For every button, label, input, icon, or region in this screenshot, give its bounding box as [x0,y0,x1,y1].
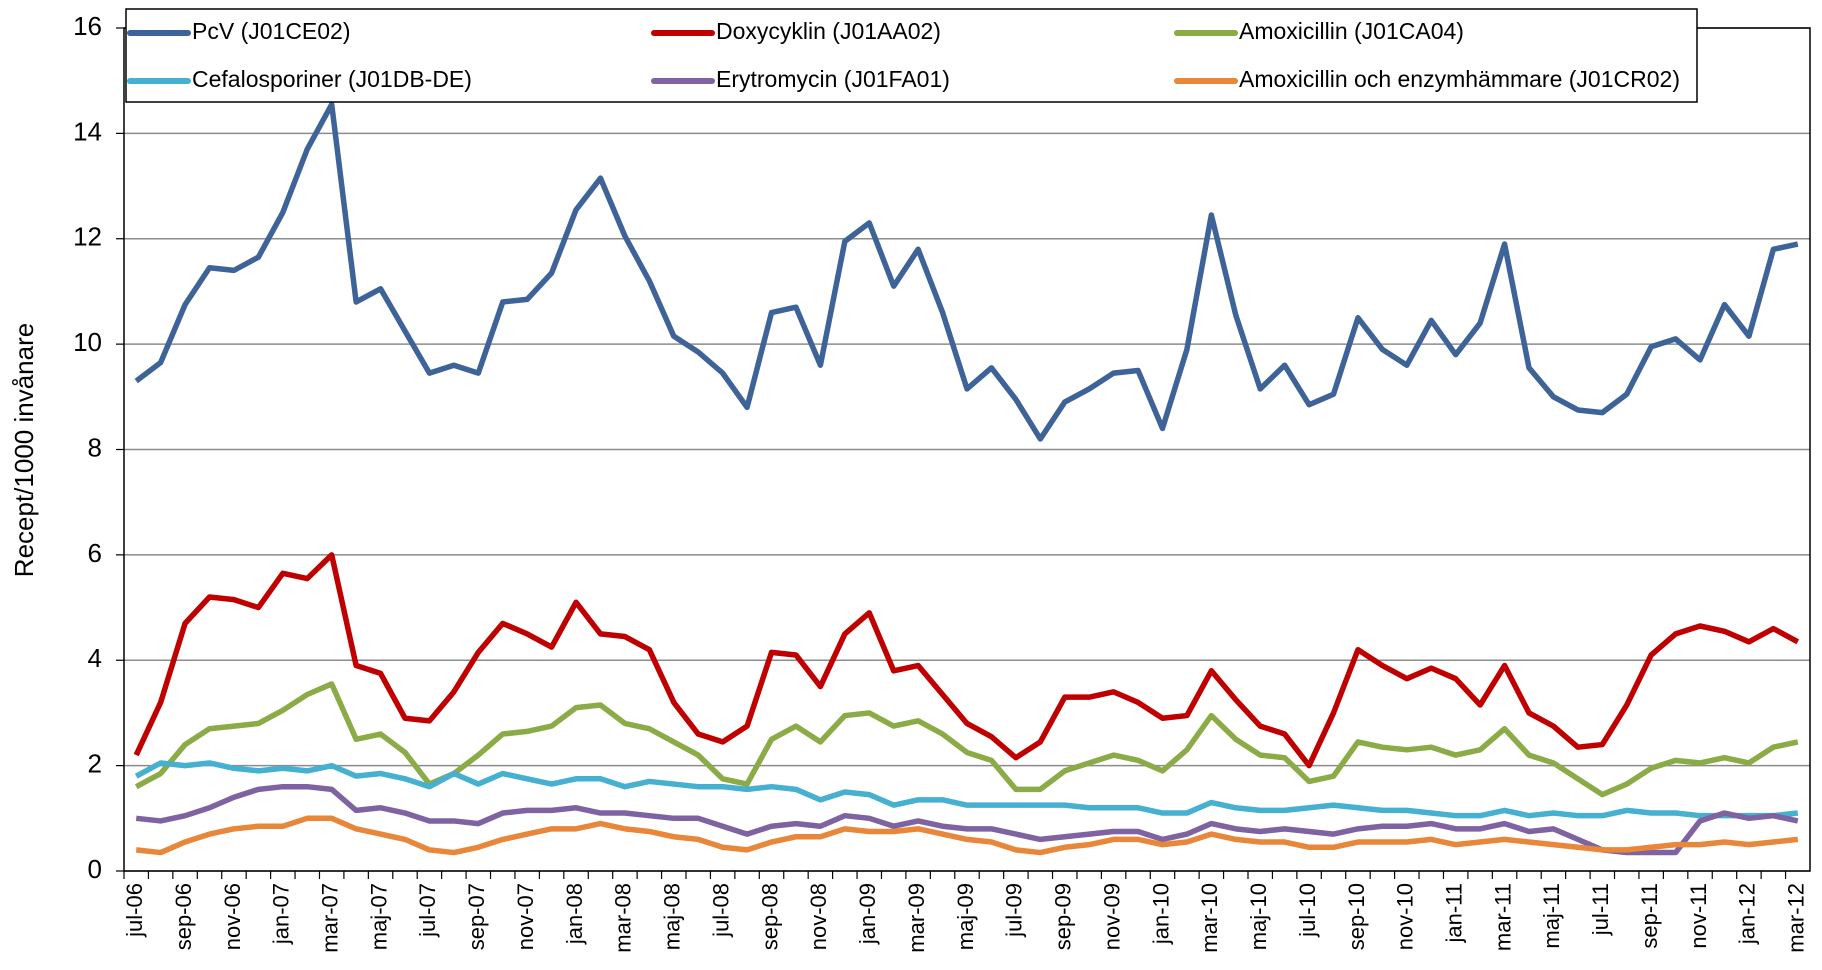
x-tick-label: jan-10 [1148,883,1173,945]
x-tick-label: nov-08 [806,883,831,950]
x-tick-label: jul-08 [708,883,733,938]
y-tick-label: 6 [88,538,102,568]
x-tick-label: sep-06 [171,883,196,950]
x-tick-label: sep-08 [757,883,782,950]
x-tick-label: jul-11 [1588,883,1613,936]
x-tick-label: jul-07 [415,883,440,938]
x-tick-label: mar-09 [904,883,929,953]
y-tick-label: 2 [88,749,102,779]
x-tick-label: nov-06 [220,883,245,950]
x-tick-label: jan-08 [562,883,587,945]
series-line [134,101,1799,442]
legend-label: PcV (J01CE02) [192,18,351,44]
y-axis-label: Recept/1000 invånare [9,323,39,577]
x-tick-label: nov-09 [1099,883,1124,950]
x-tick-label: sep-09 [1051,883,1076,950]
x-tick-label: jan-09 [855,883,880,945]
series-line [135,815,1799,856]
x-tick-label: jan-07 [269,883,294,945]
series-line [135,783,1799,856]
x-tick-label: maj-07 [366,883,391,950]
legend-label: Amoxicillin (J01CA04) [1239,18,1464,44]
legend-label: Cefalosporiner (J01DB-DE) [192,66,472,92]
series-line [134,681,1799,798]
x-tick-label: maj-09 [953,883,978,950]
x-tick-label: jul-10 [1295,883,1320,938]
x-tick-label: mar-07 [318,883,343,953]
legend-box [125,8,1698,103]
x-tick-label: nov-07 [513,883,538,950]
x-tick-label: nov-11 [1686,883,1711,949]
x-tick-label: jul-06 [122,883,147,938]
x-tick-label: jan-12 [1735,883,1760,945]
y-tick-label: 14 [73,116,102,146]
x-tick-label: sep-11 [1637,883,1662,949]
x-tick-label: jul-09 [1002,883,1027,938]
x-tick-label: mar-08 [611,883,636,953]
x-tick-label: jan-11 [1442,883,1467,944]
x-tick-label: sep-07 [464,883,489,950]
y-tick-label: 16 [73,11,102,41]
legend-label: Doxycyklin (J01AA02) [716,18,941,44]
y-tick-label: 12 [73,222,102,252]
y-tick-label: 4 [88,643,102,673]
x-tick-label: nov-10 [1393,883,1418,950]
x-tick-label: maj-08 [660,883,685,950]
legend-label: Amoxicillin och enzymhämmare (J01CR02) [1239,66,1680,92]
series-line [134,760,1799,819]
y-tick-label: 10 [73,327,102,357]
x-tick-label: maj-10 [1246,883,1271,950]
y-tick-label: 0 [88,854,102,884]
y-tick-label: 8 [88,432,102,462]
series-line [133,552,1800,769]
x-tick-label: mar-11 [1490,883,1515,951]
x-tick-label: mar-10 [1197,883,1222,953]
x-tick-label: mar-12 [1784,883,1809,953]
x-tick-label: maj-11 [1539,883,1564,949]
x-tick-label: sep-10 [1344,883,1369,950]
legend-label: Erytromycin (J01FA01) [716,66,950,92]
